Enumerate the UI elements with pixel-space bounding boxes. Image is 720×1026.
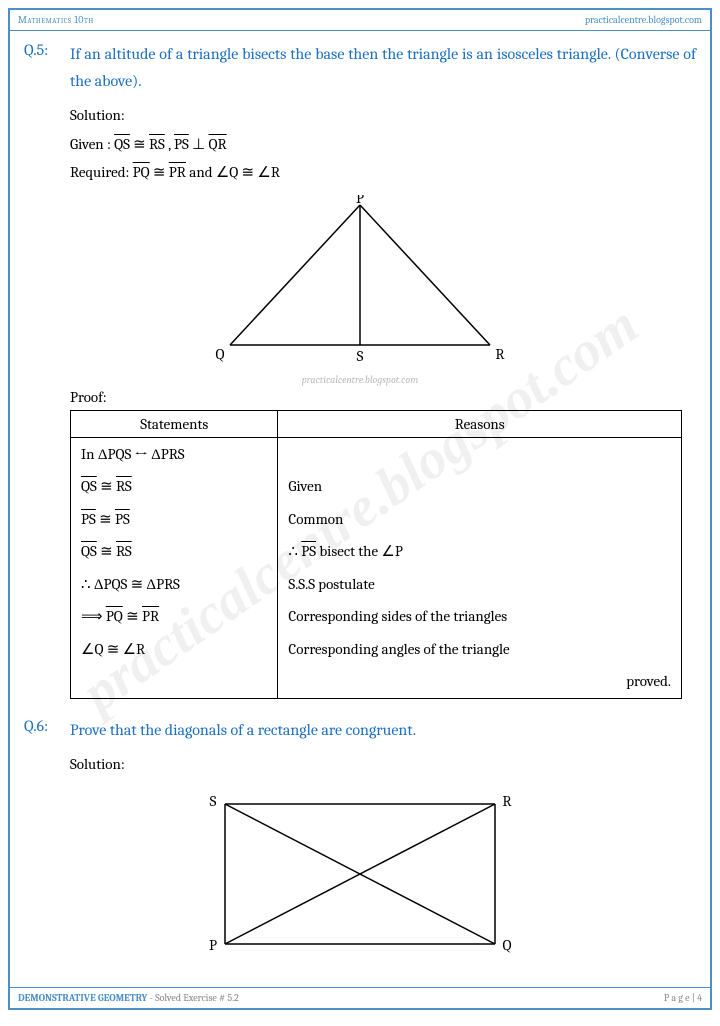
q5-text: If an altitude of a triangle bisects the…: [70, 41, 696, 95]
table-row: ∠Q ≅ ∠R: [71, 633, 278, 666]
triangle-svg: P Q R S: [190, 195, 530, 370]
table-row: S.S.S postulate: [278, 568, 682, 601]
svg-text:Q: Q: [216, 345, 225, 363]
given-qs: QS: [114, 135, 130, 153]
page-footer: DEMONSTRATIVE GEOMETRY - Solved Exercise…: [10, 987, 710, 1008]
table-row: Given: [278, 470, 682, 503]
svg-text:S: S: [210, 792, 217, 810]
rectangle-svg: S R P Q: [165, 789, 555, 964]
header-subject: Mathematics 10th: [18, 14, 94, 26]
table-row: ⟹ PQ ≅ PR: [71, 600, 278, 633]
table-row: [278, 437, 682, 470]
question-5: Q.5: If an altitude of a triangle bisect…: [24, 41, 696, 95]
table-row: Common: [278, 503, 682, 536]
header-url: practicalcentre.blogspot.com: [585, 14, 702, 26]
table-row: ∴ ΔPQS ≅ ΔPRS: [71, 568, 278, 601]
q6-text: Prove that the diagonals of a rectangle …: [70, 717, 416, 744]
page-frame: Mathematics 10th practicalcentre.blogspo…: [8, 8, 712, 1010]
q5-required: Required: PQ ≅ PR and ∠Q ≅ ∠R: [70, 158, 696, 187]
triangle-figure: P Q R S: [24, 195, 696, 374]
q5-given: Given : QS ≅ RS , PS ⊥ QR: [70, 130, 696, 159]
footer-chapter: DEMONSTRATIVE GEOMETRY: [18, 992, 147, 1004]
proof-label: Proof:: [70, 388, 696, 406]
footer-exercise: - Solved Exercise # 5.2: [147, 992, 239, 1004]
req-pr: PR: [169, 163, 186, 181]
page-content: Q.5: If an altitude of a triangle bisect…: [10, 31, 710, 968]
svg-text:R: R: [495, 345, 505, 363]
rectangle-figure: S R P Q: [24, 789, 696, 968]
svg-text:S: S: [357, 347, 364, 365]
given-qr: QR: [209, 135, 227, 153]
q5-solution-label: Solution:: [70, 101, 696, 130]
table-row: QS ≅ RS: [71, 535, 278, 568]
svg-text:Q: Q: [503, 936, 512, 954]
figure-caption: practicalcentre.blogspot.com: [24, 374, 696, 386]
table-row: Corresponding sides of the triangles: [278, 600, 682, 633]
th-reasons: Reasons: [278, 410, 682, 437]
req-pq: PQ: [133, 163, 150, 181]
th-statements: Statements: [71, 410, 278, 437]
required-label: Required:: [70, 163, 133, 181]
footer-left: DEMONSTRATIVE GEOMETRY - Solved Exercise…: [18, 992, 239, 1004]
proof-table: Statements Reasons In ΔPQS ↔ ΔPRSQS ≅ RS…: [70, 410, 682, 699]
svg-text:P: P: [356, 195, 364, 207]
page-header: Mathematics 10th practicalcentre.blogspo…: [10, 10, 710, 31]
table-row: In ΔPQS ↔ ΔPRS: [71, 437, 278, 470]
proved-cell: proved.: [278, 665, 682, 698]
given-rs: RS: [149, 135, 165, 153]
q5-number: Q.5:: [24, 41, 60, 95]
given-label: Given :: [70, 135, 114, 153]
table-row: ∴ PS bisect the ∠P: [278, 535, 682, 568]
q6-number: Q.6:: [24, 717, 60, 744]
q6-solution-label: Solution:: [70, 750, 696, 779]
svg-text:P: P: [209, 936, 217, 954]
table-row: PS ≅ PS: [71, 503, 278, 536]
footer-page: P a g e | 4: [664, 992, 702, 1004]
table-row: Corresponding angles of the triangle: [278, 633, 682, 666]
svg-text:R: R: [502, 792, 512, 810]
question-6: Q.6: Prove that the diagonals of a recta…: [24, 717, 696, 744]
req-angles: ∠Q ≅ ∠R: [216, 163, 280, 181]
given-ps: PS: [174, 135, 189, 153]
table-row: QS ≅ RS: [71, 470, 278, 503]
